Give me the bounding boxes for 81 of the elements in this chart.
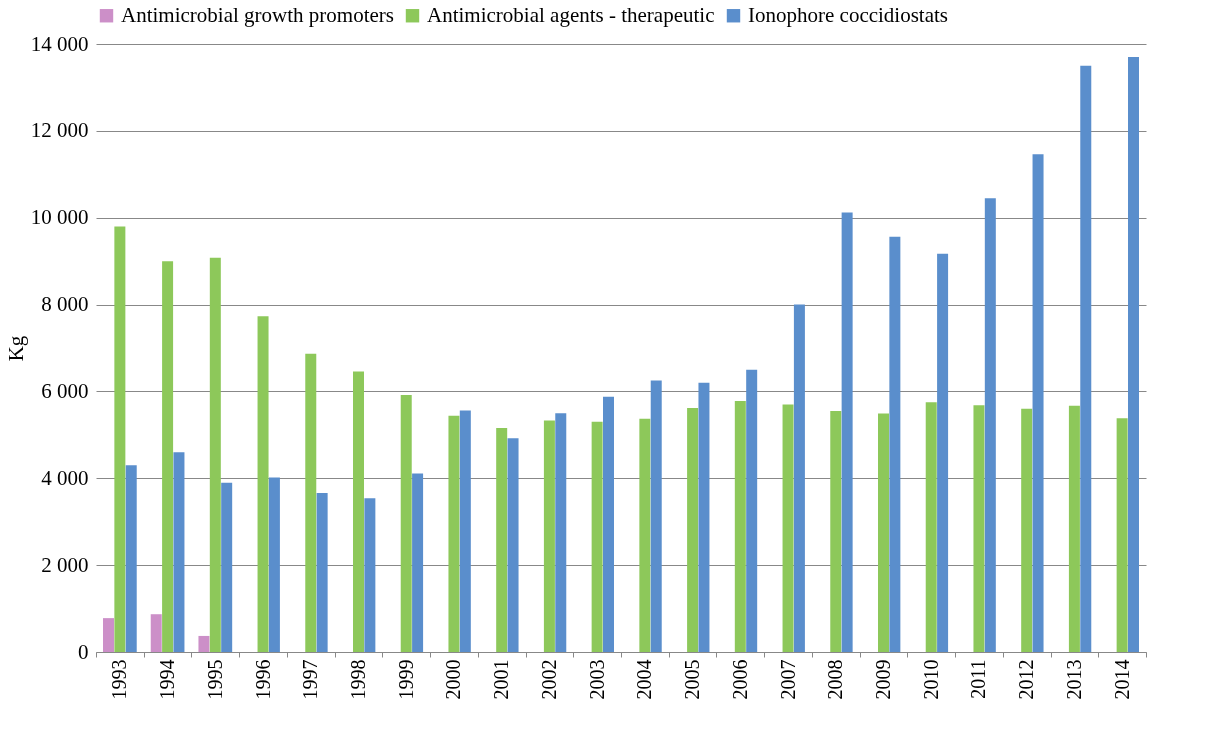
x-tick-label: 2001 — [490, 659, 513, 700]
bar — [1116, 418, 1128, 652]
bar — [1021, 408, 1033, 652]
bar — [400, 394, 412, 652]
y-axis-title: Kg — [3, 335, 28, 362]
x-tick-label: 2000 — [442, 659, 465, 700]
bar — [793, 304, 805, 652]
x-tick-label: 1999 — [394, 659, 417, 700]
bar — [925, 402, 937, 652]
bar — [937, 253, 949, 652]
bar — [698, 382, 710, 652]
bar — [687, 407, 699, 652]
x-tick-label: 1995 — [203, 659, 226, 700]
y-tick-label: 12 000 — [30, 118, 89, 143]
bar — [316, 493, 328, 652]
x-tick-label: 2008 — [824, 659, 847, 700]
x-tick-label: 2012 — [1015, 659, 1038, 700]
x-tick-label: 2003 — [585, 659, 608, 700]
x-tick-label: 2010 — [919, 659, 942, 700]
y-tick-label: 14 000 — [30, 31, 89, 56]
x-tick-label: 2004 — [633, 659, 656, 700]
x-tick-label: 1997 — [299, 659, 322, 700]
bar — [984, 198, 996, 652]
bar — [543, 420, 555, 652]
y-tick-label: 6 000 — [41, 378, 89, 403]
bar — [507, 438, 519, 652]
bar — [448, 415, 460, 652]
bar — [412, 473, 424, 652]
bar — [209, 257, 221, 652]
bar — [103, 618, 114, 652]
x-tick-label: 1996 — [251, 659, 274, 700]
bar — [591, 421, 603, 652]
bar — [459, 410, 471, 652]
bar — [198, 635, 210, 652]
bar — [639, 418, 651, 652]
bar — [1032, 154, 1044, 652]
bar — [305, 353, 317, 652]
bar — [1128, 57, 1139, 652]
bar — [150, 614, 162, 652]
bar — [1080, 65, 1092, 652]
bar — [830, 410, 842, 652]
y-tick-label: 10 000 — [30, 205, 89, 230]
bar — [268, 477, 280, 652]
bar — [1068, 405, 1080, 652]
bar — [555, 413, 567, 652]
y-tick-label: 4 000 — [41, 465, 89, 490]
bar — [162, 261, 174, 652]
x-tick-label: 2011 — [967, 659, 990, 699]
bar — [221, 482, 233, 652]
bar — [173, 452, 185, 652]
bar — [650, 380, 662, 652]
x-tick-label: 2006 — [728, 659, 751, 700]
x-tick-label: 2007 — [776, 659, 799, 700]
bar — [496, 427, 508, 652]
bar — [878, 413, 889, 652]
bar — [257, 316, 269, 652]
legend-label: Ionophore coccidiostats — [748, 2, 949, 27]
y-tick-label: 0 — [78, 639, 89, 664]
y-tick-label: 8 000 — [41, 292, 89, 317]
x-tick-label: 2009 — [872, 659, 894, 700]
x-tick-label: 2014 — [1110, 659, 1133, 700]
legend-label: Antimicrobial growth promoters — [121, 2, 394, 27]
bar — [841, 212, 853, 652]
x-tick-label: 2002 — [537, 659, 560, 700]
bar — [746, 369, 758, 652]
bar — [973, 405, 985, 652]
legend-label: Antimicrobial agents - therapeutic — [427, 2, 715, 27]
x-tick-label: 1994 — [156, 659, 179, 700]
bar — [734, 400, 746, 652]
x-tick-label: 1993 — [108, 659, 131, 700]
y-tick-label: 2 000 — [41, 552, 89, 577]
bar — [603, 396, 614, 652]
x-tick-label: 2013 — [1062, 659, 1085, 700]
bar — [114, 226, 126, 652]
bar — [125, 465, 137, 652]
bar — [889, 236, 901, 652]
bar — [364, 498, 376, 652]
x-tick-label: 1998 — [347, 659, 369, 700]
bar — [353, 371, 364, 652]
bar — [782, 404, 794, 652]
x-tick-label: 2005 — [681, 659, 704, 700]
